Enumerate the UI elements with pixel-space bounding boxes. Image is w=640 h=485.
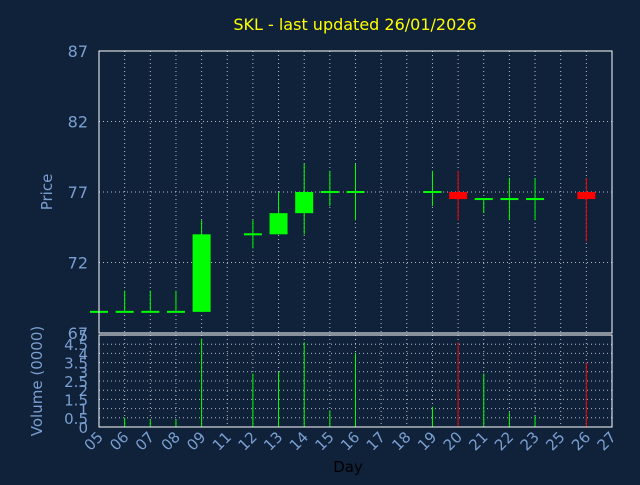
candle-19 xyxy=(423,170,442,207)
candle-body xyxy=(320,191,339,193)
price-y-ticks: 67 72 77 82 87 xyxy=(68,42,88,343)
price-candles xyxy=(90,163,596,313)
candle-body xyxy=(192,234,211,312)
price-tick-label: 87 xyxy=(68,42,88,61)
candle-12 xyxy=(243,220,262,249)
candle-22 xyxy=(500,177,519,221)
chart-title: SKL - last updated 26/01/2026 xyxy=(233,15,476,34)
candle-15 xyxy=(320,170,339,207)
candle-body xyxy=(141,310,160,313)
candle-21 xyxy=(474,198,493,214)
price-plot-frame xyxy=(98,50,613,334)
volume-tick-label: 0 xyxy=(78,419,88,437)
price-tick-label: 82 xyxy=(68,113,88,132)
volume-tick-label: 0.5 xyxy=(64,410,88,428)
volume-tick-label: 4 xyxy=(78,345,88,363)
candle-07 xyxy=(141,290,160,313)
candle-body xyxy=(115,310,134,313)
volume-tick-label: 2 xyxy=(78,382,88,400)
x-axis-label: Day xyxy=(333,458,363,476)
candle-16 xyxy=(346,163,365,221)
price-tick-label: 67 xyxy=(68,324,88,343)
volume-tick-label: 2.5 xyxy=(64,373,88,391)
candle-body xyxy=(346,191,365,193)
volume-plot-frame xyxy=(98,334,613,428)
candle-body xyxy=(500,198,519,201)
candle-08 xyxy=(166,290,185,313)
candle-body xyxy=(577,192,596,200)
candle-body xyxy=(295,192,314,214)
price-tick-label: 72 xyxy=(68,254,88,273)
volume-tick-label: 3 xyxy=(78,364,88,382)
candle-body xyxy=(269,213,288,235)
price-axis-label: Price xyxy=(38,174,56,211)
volume-tick-label: 1.5 xyxy=(64,391,88,409)
candle-14 xyxy=(295,163,314,235)
candle-26 xyxy=(577,177,596,242)
candle-body xyxy=(166,310,185,313)
candle-body xyxy=(526,198,545,201)
volume-bars xyxy=(124,338,587,427)
candle-body xyxy=(474,198,493,201)
candle-body xyxy=(243,233,262,236)
candle-13 xyxy=(269,192,288,235)
volume-tick-label: 1 xyxy=(78,401,88,419)
candle-09 xyxy=(192,220,211,312)
candle-23 xyxy=(526,177,545,221)
price-tick-label: 77 xyxy=(68,183,88,202)
volume-tick-label: 4.5 xyxy=(64,336,88,354)
candle-20 xyxy=(449,170,468,221)
candle-06 xyxy=(115,290,134,313)
volume-y-ticks: 00.511.522.533.544.55 xyxy=(64,327,88,437)
candle-body xyxy=(423,191,442,193)
volume-axis-label: Volume (0000) xyxy=(28,326,46,436)
candle-body xyxy=(449,192,468,200)
volume-tick-label: 3.5 xyxy=(64,355,88,373)
volume-tick-label: 5 xyxy=(78,327,88,345)
